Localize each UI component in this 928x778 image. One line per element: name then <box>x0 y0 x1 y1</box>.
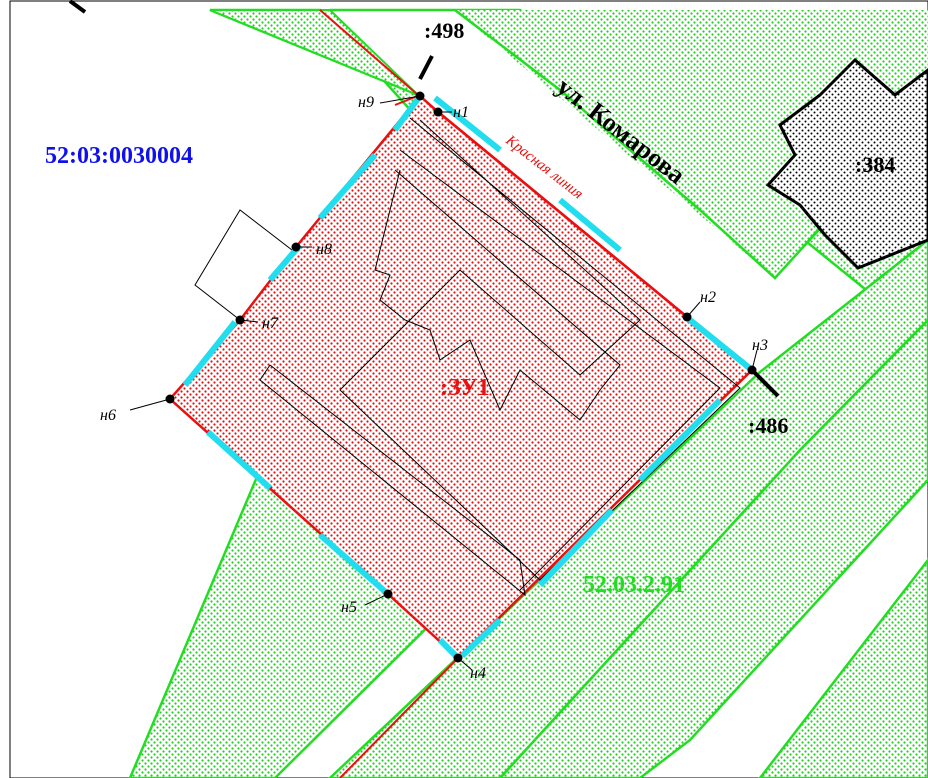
point-label-n7: н7 <box>262 315 279 332</box>
zone-code-label: 52.03.2.91 <box>583 572 685 598</box>
point-label-n4: н4 <box>470 665 486 682</box>
point-label-n5: н5 <box>341 599 357 616</box>
point-label-n9: н9 <box>358 94 374 111</box>
top-left-tick <box>68 0 87 14</box>
parcel-label: :ЗУ1 <box>440 375 490 401</box>
point-label-n8: н8 <box>316 241 332 258</box>
neighbor-384[interactable] <box>765 57 928 270</box>
red-line-lower <box>339 657 459 778</box>
leader-lines <box>129 95 758 671</box>
point-label-n3: н3 <box>752 337 768 354</box>
point-label-n2: н2 <box>700 289 716 306</box>
neighbor-498-tick <box>418 55 434 80</box>
neighbor-486-label: :486 <box>748 413 788 438</box>
parcel-zu1[interactable] <box>168 94 754 660</box>
point-label-n1: н1 <box>453 104 469 121</box>
cadastral-quarter-label: 52:03:0030004 <box>45 143 193 169</box>
neighbor-498-label: :498 <box>424 18 464 43</box>
point-label-n6: н6 <box>100 407 116 424</box>
building-outlines <box>194 117 741 597</box>
neighbor-486-tick <box>750 368 780 398</box>
neighbor-384-label[interactable]: :384 <box>855 152 895 177</box>
